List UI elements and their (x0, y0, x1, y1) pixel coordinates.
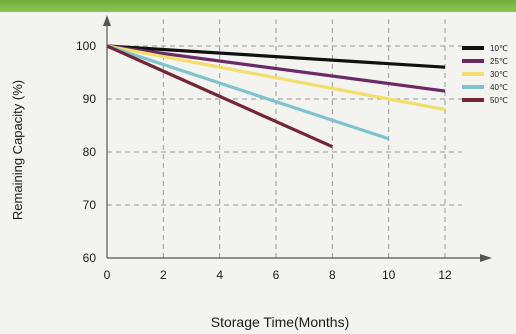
x-tick-label: 4 (216, 268, 223, 282)
y-tick-label: 60 (83, 251, 97, 265)
y-tick-label: 90 (83, 92, 97, 106)
series-lines (106, 44, 446, 149)
y-axis-arrow (103, 15, 111, 26)
series-line (106, 44, 446, 69)
legend: 10℃ 25℃ 30℃ 40℃ 50℃ (462, 44, 508, 105)
x-axis-label: Storage Time(Months) (211, 314, 350, 330)
x-tick-label: 10 (382, 268, 396, 282)
x-axis-arrow (480, 254, 492, 262)
axes (103, 15, 492, 262)
legend-label: 30℃ (490, 70, 508, 79)
legend-label: 10℃ (490, 44, 508, 53)
series-line (106, 44, 446, 112)
tick-labels: 0 2 4 6 8 10 12 60 70 80 90 100 (76, 39, 452, 282)
x-tick-label: 6 (273, 268, 280, 282)
header-band (0, 0, 516, 12)
x-tick-label: 2 (160, 268, 167, 282)
y-tick-label: 100 (76, 39, 96, 53)
y-tick-label: 80 (83, 145, 97, 159)
y-axis-label: Remaining Capacity (%) (10, 80, 25, 220)
legend-label: 25℃ (490, 57, 508, 66)
series-line (106, 44, 446, 93)
x-tick-label: 12 (438, 268, 452, 282)
x-tick-label: 8 (329, 268, 336, 282)
series-line (106, 44, 390, 141)
legend-label: 40℃ (490, 83, 508, 92)
legend-label: 50℃ (490, 96, 508, 105)
x-tick-label: 0 (104, 268, 111, 282)
y-tick-label: 70 (83, 198, 97, 212)
series-line (106, 44, 333, 149)
